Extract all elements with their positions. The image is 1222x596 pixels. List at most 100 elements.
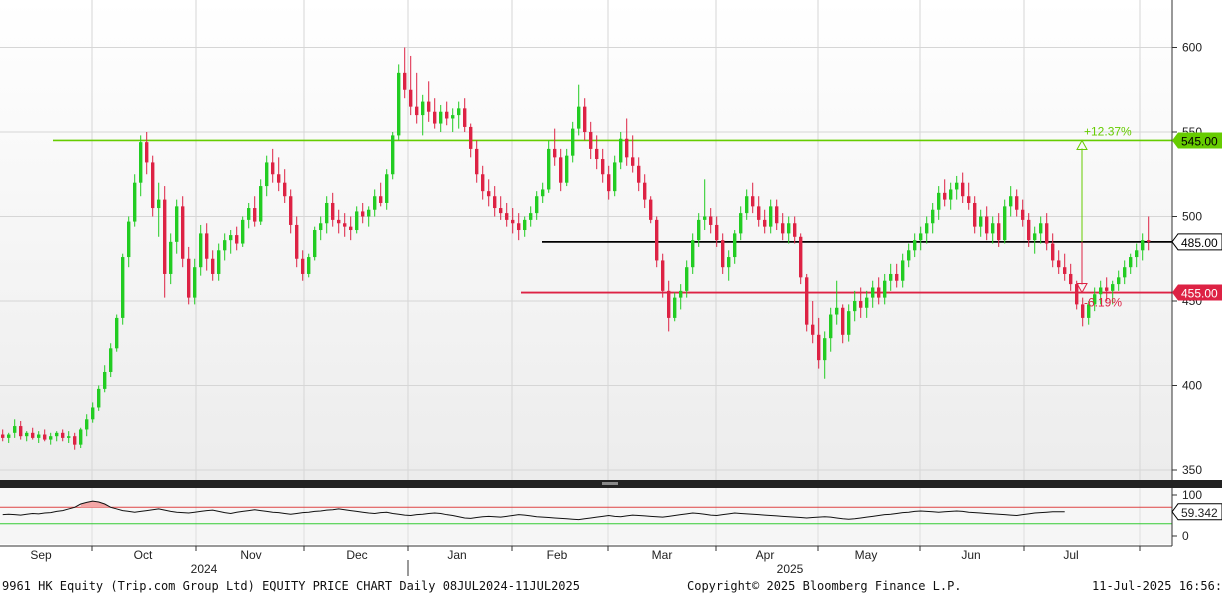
candle-body bbox=[157, 199, 161, 209]
candle-body bbox=[139, 142, 143, 183]
candle-body bbox=[523, 219, 527, 231]
candle-body bbox=[931, 209, 935, 224]
candle-body bbox=[79, 429, 83, 445]
x-tick-label: Mar bbox=[652, 548, 673, 562]
candle-body bbox=[379, 196, 383, 203]
candle-body bbox=[679, 290, 683, 298]
rsi-line bbox=[2, 500, 1065, 521]
candle-body bbox=[643, 182, 647, 200]
candle-body bbox=[1123, 267, 1127, 278]
candle-body bbox=[97, 388, 101, 408]
candle-body bbox=[565, 155, 569, 183]
candle-body bbox=[313, 230, 317, 258]
resistance-price-tag-label: 545.00 bbox=[1181, 134, 1218, 148]
y-tick-label: 350 bbox=[1182, 463, 1202, 477]
candle-body bbox=[817, 334, 821, 361]
candle-body bbox=[751, 196, 755, 207]
candle-body bbox=[835, 307, 839, 315]
candle-body bbox=[1021, 209, 1025, 220]
year-label: 2024 bbox=[191, 562, 218, 576]
candle-body bbox=[685, 267, 689, 291]
candle-body bbox=[409, 89, 413, 107]
candle-body bbox=[811, 324, 815, 335]
target-arrows: +12.37% -6.19% bbox=[1076, 124, 1132, 310]
candle-body bbox=[19, 426, 23, 437]
rsi-axis-ticks: 100 0 bbox=[1172, 488, 1202, 543]
candle-body bbox=[667, 290, 671, 318]
candle-body bbox=[253, 208, 257, 222]
candle-body bbox=[649, 199, 653, 220]
candle-body bbox=[961, 182, 965, 197]
candle-body bbox=[397, 72, 401, 136]
candle-body bbox=[979, 216, 983, 227]
candle-body bbox=[1141, 240, 1145, 251]
year-label: 2025 bbox=[777, 562, 804, 576]
candlestick-series bbox=[1, 47, 1151, 450]
candle-body bbox=[49, 436, 53, 440]
rsi-value-tag bbox=[1171, 503, 1222, 521]
candle-body bbox=[1039, 223, 1043, 234]
x-tick-label: Jan bbox=[447, 548, 466, 562]
candle-body bbox=[475, 148, 479, 175]
candle-body bbox=[145, 142, 149, 163]
candle-body bbox=[925, 223, 929, 234]
candle-body bbox=[283, 182, 287, 197]
panel-divider-grip[interactable] bbox=[602, 482, 618, 485]
candle-body bbox=[301, 258, 305, 274]
candle-body bbox=[601, 159, 605, 175]
resistance-price-tag bbox=[1172, 132, 1222, 149]
candle-body bbox=[511, 219, 515, 224]
candle-body bbox=[403, 72, 407, 90]
candle-body bbox=[439, 111, 443, 124]
candle-body bbox=[367, 209, 371, 217]
candle-body bbox=[37, 434, 41, 438]
x-tick-label: Jul bbox=[1063, 548, 1078, 562]
candle-body bbox=[541, 189, 545, 197]
candle-body bbox=[1111, 284, 1115, 291]
candle-body bbox=[31, 432, 35, 438]
candle-body bbox=[73, 436, 77, 445]
candle-body bbox=[319, 223, 323, 231]
candle-body bbox=[1063, 267, 1067, 274]
candle-body bbox=[493, 196, 497, 209]
candle-body bbox=[13, 426, 17, 433]
candle-body bbox=[829, 314, 833, 339]
downside-annotation: -6.19% bbox=[1084, 296, 1122, 310]
candle-body bbox=[7, 434, 11, 438]
candle-body bbox=[247, 208, 251, 220]
rsi-series bbox=[2, 500, 1065, 521]
candle-body bbox=[385, 174, 389, 203]
candle-body bbox=[901, 260, 905, 281]
candle-body bbox=[151, 162, 155, 209]
candle-body bbox=[223, 240, 227, 251]
candle-body bbox=[913, 240, 917, 251]
candle-body bbox=[697, 219, 701, 241]
support-price-tag bbox=[1172, 284, 1222, 301]
candle-body bbox=[631, 157, 635, 166]
candle-body bbox=[169, 241, 173, 274]
candle-body bbox=[775, 206, 779, 224]
candle-body bbox=[583, 106, 587, 132]
candle-body bbox=[535, 196, 539, 214]
candle-body bbox=[577, 106, 581, 129]
x-axis: Sep Oct Nov Dec Jan Feb Mar Apr May Jun Jul 2024 202… bbox=[30, 546, 1141, 576]
x-tick-label: Sep bbox=[30, 548, 52, 562]
candle-body bbox=[25, 432, 29, 437]
candle-body bbox=[847, 311, 851, 335]
x-tick-label: Apr bbox=[756, 548, 775, 562]
candle-body bbox=[295, 224, 299, 259]
candle-body bbox=[433, 111, 437, 124]
candle-body bbox=[613, 162, 617, 192]
candle-body bbox=[805, 277, 809, 325]
candle-body bbox=[265, 162, 269, 187]
candle-body bbox=[103, 371, 107, 389]
current-price-tag bbox=[1171, 233, 1222, 251]
candle-body bbox=[625, 138, 629, 158]
candle-body bbox=[241, 219, 245, 244]
candle-body bbox=[1045, 223, 1049, 244]
candle-body bbox=[331, 202, 335, 220]
candle-body bbox=[883, 280, 887, 298]
x-tick-label: May bbox=[855, 548, 878, 562]
candle-body bbox=[571, 128, 575, 156]
